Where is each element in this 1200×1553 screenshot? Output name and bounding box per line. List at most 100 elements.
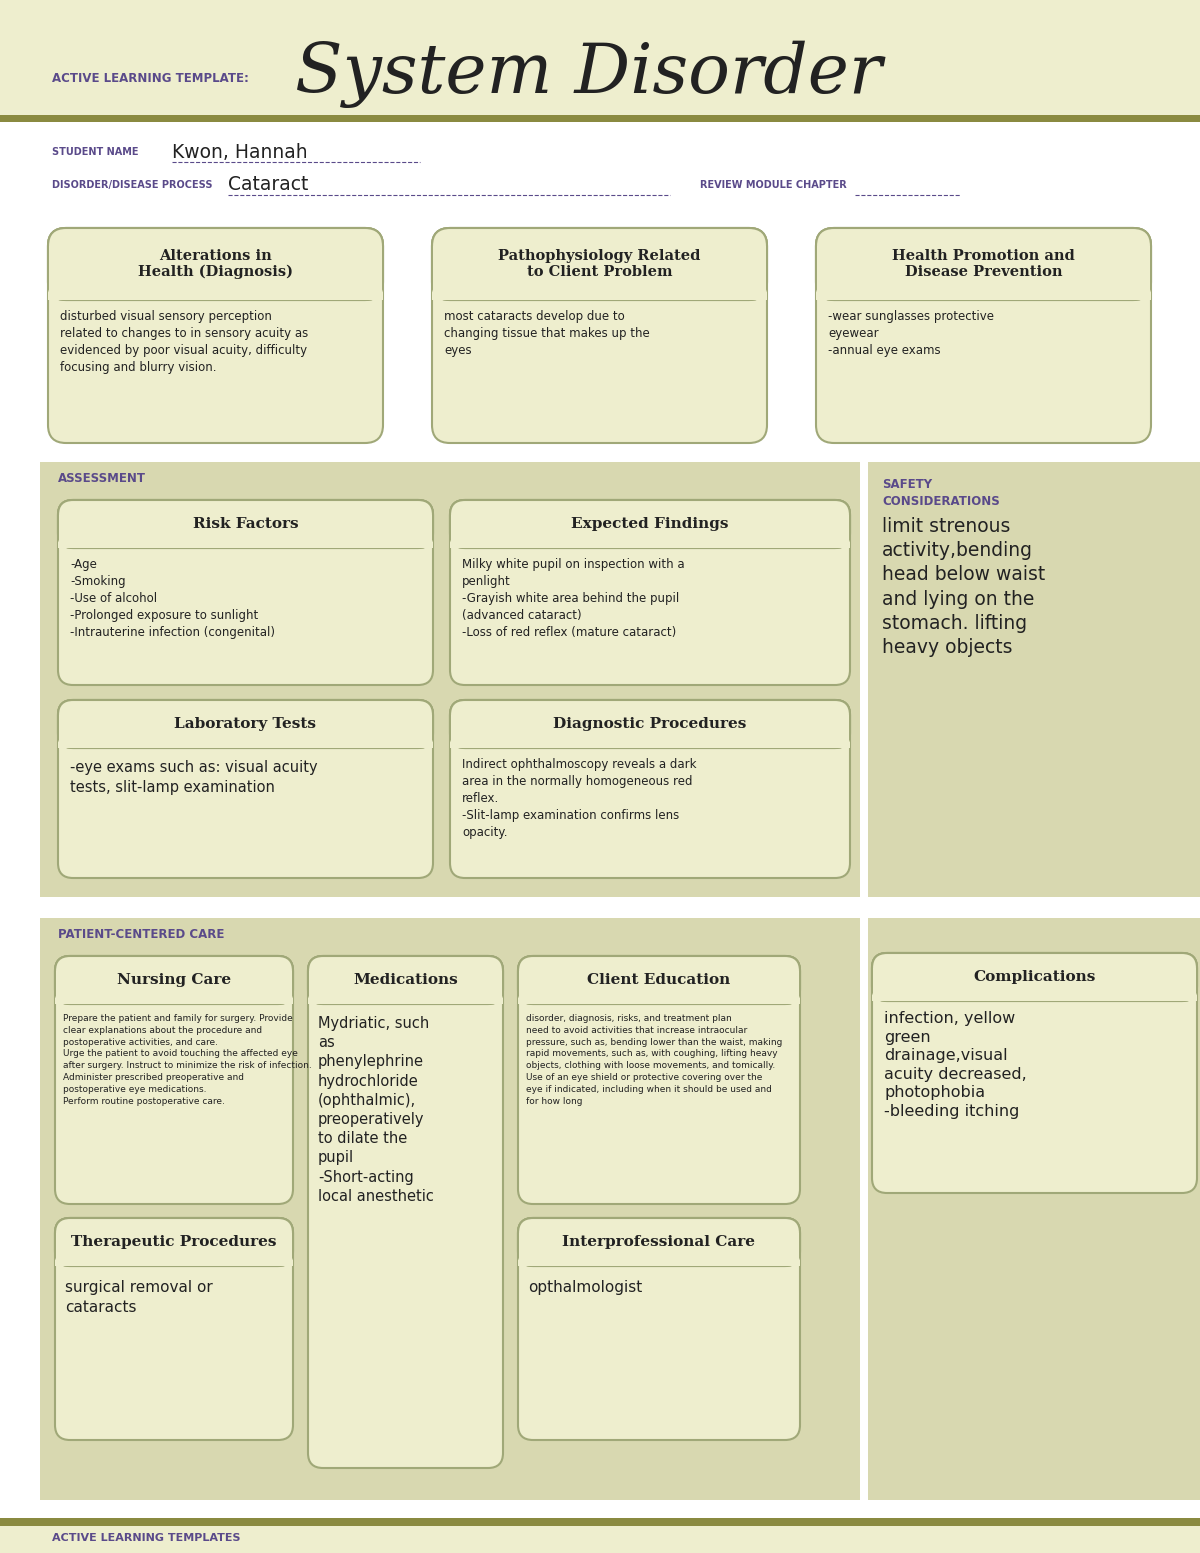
Bar: [0, 0, 1200, 118]
Bar: [48, 245, 383, 300]
FancyBboxPatch shape: [872, 954, 1198, 1193]
FancyBboxPatch shape: [55, 1218, 293, 1266]
Bar: [872, 968, 1198, 1002]
FancyBboxPatch shape: [55, 1218, 293, 1266]
Text: disturbed visual sensory perception
related to changes to in sensory acuity as
e: disturbed visual sensory perception rela…: [60, 311, 308, 374]
FancyBboxPatch shape: [55, 957, 293, 1003]
Text: SAFETY: SAFETY: [882, 478, 932, 491]
Text: -Age
-Smoking
-Use of alcohol
-Prolonged exposure to sunlight
-Intrauterine infe: -Age -Smoking -Use of alcohol -Prolonged…: [70, 558, 275, 638]
Bar: [450, 516, 850, 548]
Text: PATIENT-CENTERED CARE: PATIENT-CENTERED CARE: [58, 929, 224, 941]
FancyBboxPatch shape: [55, 957, 293, 1003]
FancyBboxPatch shape: [55, 1218, 293, 1440]
Bar: [816, 245, 1151, 300]
Text: STUDENT NAME: STUDENT NAME: [52, 148, 138, 157]
FancyBboxPatch shape: [55, 957, 293, 1204]
Bar: [433, 245, 766, 300]
FancyBboxPatch shape: [816, 228, 1151, 300]
Text: Indirect ophthalmoscopy reveals a dark
area in the normally homogeneous red
refl: Indirect ophthalmoscopy reveals a dark a…: [462, 758, 696, 839]
FancyBboxPatch shape: [58, 700, 433, 749]
Bar: [868, 918, 1200, 1500]
Text: Laboratory Tests: Laboratory Tests: [174, 717, 317, 731]
FancyBboxPatch shape: [58, 500, 433, 685]
Text: -wear sunglasses protective
eyewear
-annual eye exams: -wear sunglasses protective eyewear -ann…: [828, 311, 994, 357]
Text: Risk Factors: Risk Factors: [193, 517, 299, 531]
FancyBboxPatch shape: [450, 500, 850, 548]
FancyBboxPatch shape: [48, 228, 383, 300]
FancyBboxPatch shape: [872, 954, 1198, 1002]
Bar: [0, 1517, 1200, 1527]
Bar: [432, 245, 767, 300]
Text: Nursing Care: Nursing Care: [116, 974, 232, 988]
FancyBboxPatch shape: [518, 957, 800, 1003]
Text: Expected Findings: Expected Findings: [571, 517, 728, 531]
Bar: [518, 971, 800, 1003]
FancyBboxPatch shape: [450, 500, 850, 548]
FancyBboxPatch shape: [432, 228, 767, 300]
Bar: [55, 1233, 293, 1266]
Text: -eye exams such as: visual acuity
tests, slit-lamp examination: -eye exams such as: visual acuity tests,…: [70, 759, 318, 795]
FancyBboxPatch shape: [308, 957, 503, 1468]
Bar: [58, 714, 433, 749]
FancyBboxPatch shape: [518, 957, 800, 1204]
Text: Client Education: Client Education: [587, 974, 731, 988]
Bar: [0, 123, 1200, 230]
Bar: [0, 115, 1200, 123]
Bar: [451, 714, 850, 749]
Text: Cataract: Cataract: [228, 175, 308, 194]
FancyBboxPatch shape: [518, 1218, 800, 1266]
Bar: [450, 714, 850, 749]
FancyBboxPatch shape: [816, 228, 1151, 443]
Bar: [40, 461, 860, 898]
Text: disorder, diagnosis, risks, and treatment plan
need to avoid activities that inc: disorder, diagnosis, risks, and treatmen…: [526, 1014, 782, 1106]
Bar: [59, 714, 432, 749]
FancyBboxPatch shape: [308, 957, 503, 1003]
Bar: [0, 1527, 1200, 1553]
FancyBboxPatch shape: [450, 700, 850, 877]
Bar: [520, 971, 799, 1003]
FancyBboxPatch shape: [450, 500, 850, 685]
Bar: [56, 971, 292, 1003]
FancyBboxPatch shape: [58, 500, 433, 548]
Text: Kwon, Hannah: Kwon, Hannah: [172, 143, 307, 162]
Text: Interprofessional Care: Interprofessional Care: [563, 1235, 756, 1249]
FancyBboxPatch shape: [432, 228, 767, 443]
Text: Pathophysiology Related
to Client Problem: Pathophysiology Related to Client Proble…: [498, 248, 701, 280]
Bar: [874, 968, 1196, 1002]
Bar: [40, 918, 860, 1500]
Bar: [308, 971, 503, 1003]
Text: Mydriatic, such
as
phenylephrine
hydrochloride
(ophthalmic),
preoperatively
to d: Mydriatic, such as phenylephrine hydroch…: [318, 1016, 434, 1204]
Text: Diagnostic Procedures: Diagnostic Procedures: [553, 717, 746, 731]
FancyBboxPatch shape: [308, 957, 503, 1003]
Text: ACTIVE LEARNING TEMPLATES: ACTIVE LEARNING TEMPLATES: [52, 1533, 240, 1544]
Text: Alterations in
Health (Diagnosis): Alterations in Health (Diagnosis): [138, 248, 293, 280]
FancyBboxPatch shape: [58, 500, 433, 548]
Text: Therapeutic Procedures: Therapeutic Procedures: [71, 1235, 277, 1249]
Bar: [310, 971, 502, 1003]
Text: DISORDER/DISEASE PROCESS: DISORDER/DISEASE PROCESS: [52, 180, 212, 189]
FancyBboxPatch shape: [58, 700, 433, 877]
Text: ACTIVE LEARNING TEMPLATE:: ACTIVE LEARNING TEMPLATE:: [52, 71, 248, 84]
Text: most cataracts develop due to
changing tissue that makes up the
eyes: most cataracts develop due to changing t…: [444, 311, 649, 357]
Text: surgical removal or
cataracts: surgical removal or cataracts: [65, 1280, 212, 1315]
Bar: [817, 245, 1150, 300]
FancyBboxPatch shape: [518, 957, 800, 1003]
Bar: [58, 516, 433, 548]
Bar: [56, 1233, 292, 1266]
FancyBboxPatch shape: [450, 700, 850, 749]
FancyBboxPatch shape: [48, 228, 383, 443]
Bar: [451, 516, 850, 548]
Text: Complications: Complications: [973, 971, 1096, 985]
Text: Prepare the patient and family for surgery. Provide
clear explanations about the: Prepare the patient and family for surge…: [64, 1014, 312, 1106]
Text: CONSIDERATIONS: CONSIDERATIONS: [882, 495, 1000, 508]
Text: System Disorder: System Disorder: [295, 40, 882, 107]
Text: opthalmologist: opthalmologist: [528, 1280, 642, 1295]
Text: REVIEW MODULE CHAPTER: REVIEW MODULE CHAPTER: [700, 180, 847, 189]
Text: Medications: Medications: [353, 974, 458, 988]
FancyBboxPatch shape: [48, 228, 383, 300]
FancyBboxPatch shape: [872, 954, 1198, 1002]
Bar: [55, 971, 293, 1003]
Bar: [59, 516, 432, 548]
FancyBboxPatch shape: [450, 700, 850, 749]
FancyBboxPatch shape: [58, 700, 433, 749]
